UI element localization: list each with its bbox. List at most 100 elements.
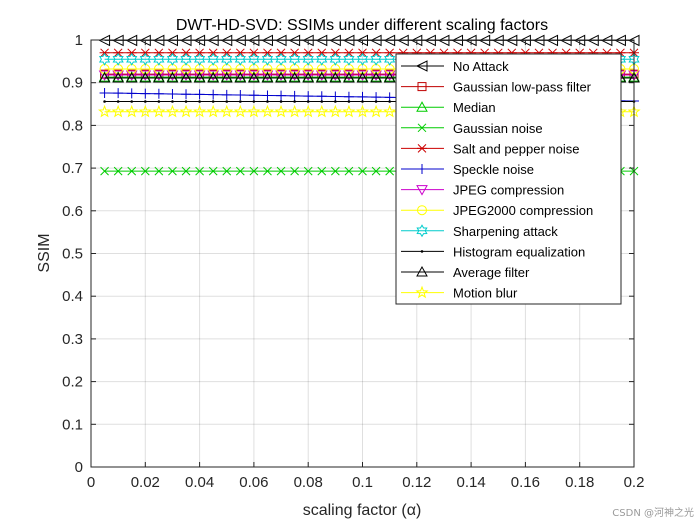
data-point-average-filter: [383, 71, 396, 83]
data-point-average-filter: [98, 71, 111, 83]
data-point-speckle-noise: [235, 90, 246, 101]
y-tick-label: 0: [75, 459, 83, 476]
data-point-jpeg-compression: [98, 70, 111, 82]
data-point-motion-blur: [383, 104, 397, 118]
data-point-average-filter: [207, 71, 220, 83]
data-point-sharpening-attack: [139, 52, 151, 66]
data-point-gaussian-noise: [317, 166, 327, 176]
data-point-average-filter: [356, 71, 369, 83]
data-point-motion-blur: [125, 104, 139, 118]
legend-item-no-attack: No Attack: [401, 59, 509, 74]
legend-swatch-marker: [416, 224, 428, 238]
data-point-gaussian-noise: [303, 166, 313, 176]
data-point-sharpening-attack: [370, 52, 382, 66]
data-point-gaussian-noise: [181, 166, 191, 176]
legend-swatch-marker: [416, 185, 428, 196]
x-tick-label: 0.06: [239, 474, 268, 491]
legend-swatch-marker: [420, 250, 424, 253]
tick-marks: [90, 39, 635, 468]
data-point-average-filter: [180, 71, 192, 83]
legend-swatch-marker: [415, 285, 429, 299]
data-point-sharpening-attack: [248, 52, 260, 66]
data-point-motion-blur: [260, 104, 275, 118]
data-point-gaussian-noise: [113, 166, 123, 176]
legend-label: Sharpening attack: [453, 224, 558, 239]
data-point-speckle-noise: [113, 88, 124, 99]
data-point-gaussian-noise: [100, 166, 109, 176]
data-point-speckle-noise: [343, 91, 354, 102]
data-point-speckle-noise: [330, 91, 341, 102]
data-point-jpeg-compression: [180, 70, 192, 82]
data-point-histogram-equalization: [266, 100, 269, 103]
data-point-speckle-noise: [316, 91, 327, 102]
data-point-gaussian-noise: [358, 166, 367, 176]
legend-label: No Attack: [453, 59, 509, 74]
x-tick-labels: 0 0.02 0.04 0.06 0.08 0.1 0.12 0.14 0.16 0.18 0.2: [87, 474, 645, 491]
x-tick-label: 0.02: [131, 474, 160, 491]
x-tick-label: 0.18: [565, 474, 594, 491]
data-point-histogram-equalization: [361, 100, 364, 103]
data-point-motion-blur: [247, 104, 261, 118]
data-point-gaussian-noise: [208, 166, 218, 176]
data-point-sharpening-attack: [329, 52, 341, 66]
data-point-gaussian-noise: [195, 166, 204, 176]
legend-item-sharpening-attack: Sharpening attack: [401, 224, 558, 239]
data-point-histogram-equalization: [334, 100, 337, 103]
data-point-average-filter: [261, 71, 274, 83]
y-tick-label: 0.4: [62, 288, 83, 305]
legend-swatch-marker: [417, 164, 427, 174]
data-point-jpeg-compression: [288, 70, 301, 82]
data-point-motion-blur: [301, 104, 315, 118]
data-point-gaussian-noise: [371, 166, 381, 176]
legend-item-jpeg-compression: JPEG compression: [401, 183, 564, 198]
y-tick-label: 0.1: [62, 416, 83, 433]
data-point-jpeg-compression: [139, 70, 152, 82]
data-point-gaussian-noise: [168, 166, 177, 176]
data-point-average-filter: [125, 71, 138, 83]
data-point-gaussian-low-pass-filter: [100, 69, 110, 79]
data-point-speckle-noise: [262, 90, 273, 101]
data-point-sharpening-attack: [193, 52, 206, 66]
data-point-jpeg-compression: [193, 70, 206, 82]
data-point-histogram-equalization: [374, 100, 378, 103]
data-point-histogram-equalization: [239, 100, 242, 103]
data-point-motion-blur: [233, 104, 247, 118]
data-point-jpeg-compression: [248, 70, 260, 82]
data-point-motion-blur: [97, 104, 112, 118]
data-point-histogram-equalization: [320, 100, 324, 103]
data-point-average-filter: [370, 71, 382, 83]
legend-item-salt-and-pepper-noise: Salt and pepper noise: [401, 141, 579, 156]
legend-swatch-marker: [417, 123, 427, 133]
x-tick-label: 0: [87, 474, 95, 491]
watermark: CSDN @河神之光: [612, 506, 694, 519]
data-point-sharpening-attack: [302, 52, 314, 66]
chart-title: DWT-HD-SVD: SSIMs under different scalin…: [176, 17, 548, 34]
data-point-sharpening-attack: [221, 52, 233, 66]
legend-swatch-marker: [416, 265, 428, 277]
data-point-histogram-equalization: [347, 100, 351, 103]
data-point-sharpening-attack: [166, 52, 179, 66]
data-point-histogram-equalization: [293, 100, 296, 103]
legend-label: Salt and pepper noise: [453, 141, 579, 156]
legend-item-average-filter: Average filter: [401, 265, 530, 280]
x-tick-label: 0.14: [456, 474, 485, 491]
data-point-gaussian-noise: [290, 166, 299, 176]
data-point-gaussian-noise: [249, 166, 259, 176]
y-tick-label: 0.7: [62, 160, 83, 177]
data-point-sharpening-attack: [207, 52, 219, 66]
data-point-sharpening-attack: [289, 52, 301, 66]
data-point-average-filter: [343, 71, 355, 83]
data-point-average-filter: [166, 71, 179, 83]
data-point-histogram-equalization: [116, 100, 120, 103]
data-point-average-filter: [153, 71, 165, 83]
y-tick-label: 0.2: [62, 374, 83, 391]
data-point-speckle-noise: [276, 90, 287, 101]
data-point-sharpening-attack: [234, 52, 246, 66]
data-point-jpeg-compression: [220, 70, 233, 82]
legend-label: Speckle noise: [453, 162, 534, 177]
data-point-speckle-noise: [99, 87, 110, 98]
data-point-gaussian-noise: [276, 166, 286, 176]
data-point-sharpening-attack: [98, 52, 111, 66]
data-point-motion-blur: [355, 104, 370, 118]
data-point-motion-blur: [274, 104, 288, 118]
